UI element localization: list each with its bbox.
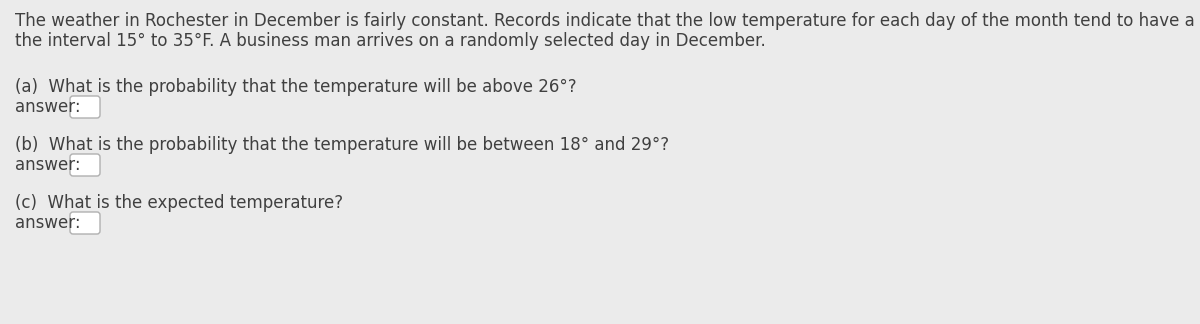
FancyBboxPatch shape xyxy=(70,212,100,234)
FancyBboxPatch shape xyxy=(70,96,100,118)
FancyBboxPatch shape xyxy=(70,154,100,176)
Text: (c)  What is the expected temperature?: (c) What is the expected temperature? xyxy=(14,194,343,212)
Text: The weather in Rochester in December is fairly constant. Records indicate that t: The weather in Rochester in December is … xyxy=(14,12,1200,30)
Text: answer:: answer: xyxy=(14,156,80,174)
Text: answer:: answer: xyxy=(14,214,80,232)
Text: answer:: answer: xyxy=(14,98,80,116)
Text: (a)  What is the probability that the temperature will be above 26°?: (a) What is the probability that the tem… xyxy=(14,78,577,96)
Text: (b)  What is the probability that the temperature will be between 18° and 29°?: (b) What is the probability that the tem… xyxy=(14,136,670,154)
Text: the interval 15° to 35°F. A business man arrives on a randomly selected day in D: the interval 15° to 35°F. A business man… xyxy=(14,32,766,50)
